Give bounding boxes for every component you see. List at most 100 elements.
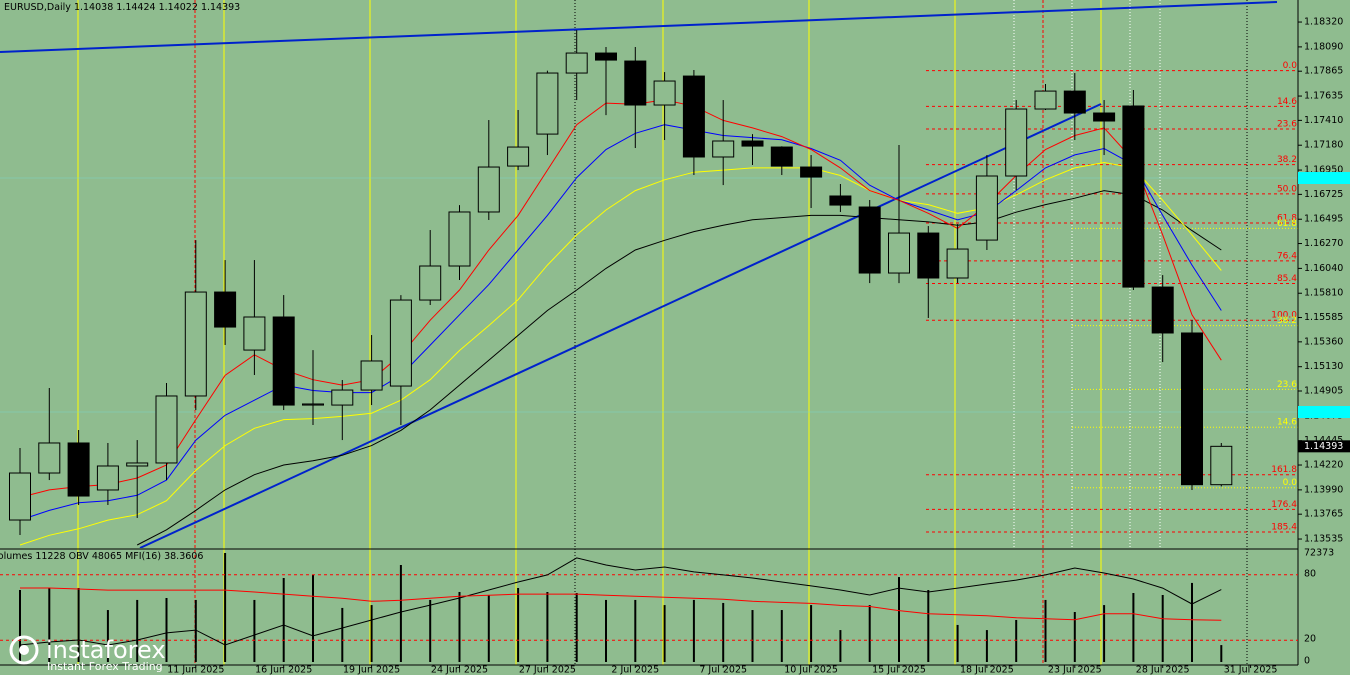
fib-label: 50.0 xyxy=(1277,184,1297,194)
candle-body xyxy=(9,472,31,521)
y-tick-label: 1.14905 xyxy=(1304,386,1343,397)
x-tick-label: 19 Jun 2025 xyxy=(343,665,400,675)
indicator-line xyxy=(19,557,1222,646)
y-tick-label: 1.17865 xyxy=(1304,66,1343,77)
volume-last: 11228 xyxy=(35,551,65,562)
obv-last: 48065 xyxy=(92,551,122,562)
last-close: 1.14393 xyxy=(201,2,240,13)
candle-body xyxy=(1151,286,1174,334)
moving-average xyxy=(19,161,1222,546)
x-tick-label: 2 Jul 2025 xyxy=(611,665,659,675)
fib-label: 14.6 xyxy=(1277,97,1297,107)
candle-body xyxy=(448,211,471,267)
y-tick-label: 1.15360 xyxy=(1304,336,1343,347)
candle-body xyxy=(975,175,998,241)
candle-body xyxy=(360,360,383,391)
y-tick-label: 1.13535 xyxy=(1304,534,1343,545)
symbol: EURUSD,Daily xyxy=(4,2,71,13)
fib-label: 14.6 xyxy=(1277,418,1297,428)
x-tick-label: 28 Jul 2025 xyxy=(1136,665,1190,675)
fib-label: 176.4 xyxy=(1271,500,1297,510)
candle-body xyxy=(272,316,295,406)
fib-label: 61.8 xyxy=(1277,219,1297,229)
volume-pane xyxy=(0,553,1298,662)
candle-body xyxy=(419,265,442,301)
x-tick-label: 18 Jul 2025 xyxy=(960,665,1014,675)
candle-body xyxy=(184,291,207,397)
candle-body xyxy=(214,291,237,328)
candle-body xyxy=(96,465,119,491)
candle-body xyxy=(595,52,617,61)
candle-body xyxy=(888,232,910,274)
logo: instaforex Instant Forex Trading xyxy=(9,635,166,673)
chart-header: EURUSD,Daily 1.14038 1.14424 1.14022 1.1… xyxy=(4,2,240,13)
candle-body xyxy=(1210,445,1233,486)
y2-tick-label: 80 xyxy=(1304,568,1316,579)
trendline xyxy=(139,103,1102,548)
alert-box xyxy=(1298,406,1350,418)
fib-label: 38.2 xyxy=(1277,316,1297,326)
fib-label: 38.2 xyxy=(1277,155,1297,165)
y-tick-label: 1.16040 xyxy=(1304,263,1343,274)
candle-body xyxy=(1122,105,1145,288)
volume-label: Volumes xyxy=(0,551,32,562)
x-tick-label: 23 Jul 2025 xyxy=(1048,665,1102,675)
x-tick-label: 10 Jul 2025 xyxy=(784,665,838,675)
candle-body xyxy=(565,52,588,74)
candle-body xyxy=(477,166,500,213)
sub-header: Volumes 11228 OBV 48065 MFI(16) 38.3606 xyxy=(0,551,203,562)
y-tick-label: 1.15130 xyxy=(1304,361,1343,372)
y-tick-label: 1.16270 xyxy=(1304,238,1343,249)
y-tick-label: 1.17180 xyxy=(1304,140,1343,151)
x-tick-label: 27 Jun 2025 xyxy=(519,665,576,675)
x-tick-label: 31 Jul 2025 xyxy=(1224,665,1278,675)
candle-body xyxy=(155,395,178,464)
candle-body xyxy=(800,166,823,178)
fib-label: 0.0 xyxy=(1283,478,1298,488)
fib-label: 76.4 xyxy=(1277,251,1297,261)
y-tick-label: 1.16950 xyxy=(1304,165,1343,176)
candle-body xyxy=(1093,112,1116,122)
candle-body xyxy=(536,72,559,135)
y-tick-label: 1.17635 xyxy=(1304,91,1343,102)
mfi-last: 38.3606 xyxy=(164,551,203,562)
y-tick-label: 1.18090 xyxy=(1304,41,1343,52)
fib-label: 23.6 xyxy=(1277,380,1297,390)
y-tick-label: 1.18320 xyxy=(1304,17,1343,28)
candle-body xyxy=(917,232,940,279)
y-tick-label: 1.14220 xyxy=(1304,460,1343,471)
candle-body xyxy=(624,60,647,106)
fib-label: 23.6 xyxy=(1277,120,1297,130)
candle-body xyxy=(712,140,735,158)
indicator-line xyxy=(20,587,1222,621)
candle-body xyxy=(858,206,881,274)
last-open: 1.14038 xyxy=(74,2,113,13)
y-tick-label: 1.13990 xyxy=(1304,484,1343,495)
candle-body xyxy=(946,248,969,279)
moving-average xyxy=(136,190,1222,546)
price-box xyxy=(1298,440,1350,453)
trendline xyxy=(0,1,1278,53)
candle-body xyxy=(67,442,90,497)
y2-tick-label: 20 xyxy=(1304,634,1316,645)
fib-label: 61.8 xyxy=(1277,214,1297,224)
current-price: 1.14393 xyxy=(1304,441,1343,452)
x-tick-label: 11 Jun 2025 xyxy=(167,665,224,675)
y-tick-label: 1.15810 xyxy=(1304,288,1343,299)
y2-tick-label: 0 xyxy=(1304,656,1310,667)
y-tick-label: 1.16725 xyxy=(1304,189,1343,200)
logo-name: instaforex xyxy=(46,636,166,664)
fib-label: 100.0 xyxy=(1271,311,1297,321)
logo-icon xyxy=(19,645,29,655)
logo-icon xyxy=(9,635,39,665)
y-tick-label: 72373 xyxy=(1304,548,1334,559)
x-tick-label: 15 Jul 2025 xyxy=(872,665,926,675)
mfi-label: MFI(16) xyxy=(125,551,161,562)
candle-body xyxy=(507,146,530,167)
y-tick-label: 1.16495 xyxy=(1304,214,1343,225)
candle-body xyxy=(682,75,705,158)
moving-average xyxy=(19,124,1222,521)
y-tick-label: 1.13765 xyxy=(1304,509,1343,520)
